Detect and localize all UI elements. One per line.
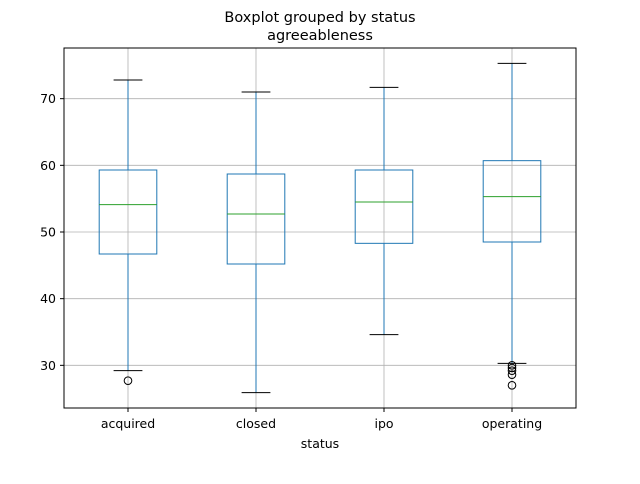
box-series [98,62,542,394]
box-ipo [354,86,414,336]
box-iqr [482,160,542,243]
chart-subtitle: agreeableness [267,28,373,44]
y-tick-label: 40 [40,291,56,306]
box-iqr [98,169,158,255]
outlier-point [507,370,517,379]
x-axis-label: status [301,436,339,451]
box-acquired [98,79,158,385]
box-closed [226,91,286,394]
x-tick-label: acquired [101,416,155,431]
outlier-point [507,363,517,373]
axes-frame [63,47,577,409]
box-iqr [354,169,414,244]
box-operating [482,62,542,390]
box-iqr [226,173,286,265]
y-tick-label: 60 [40,158,56,173]
y-tick-label: 50 [40,225,56,240]
outlier-point [507,381,517,390]
x-tick-label: closed [236,416,276,431]
axis-ticks: 30 40 50 60 70 acquired closed ipo operating [40,91,542,431]
x-tick-label: operating [482,416,542,431]
x-tick-label: ipo [374,416,393,431]
outlier-point [507,366,517,375]
y-tick-label: 30 [40,358,56,373]
chart-title: Boxplot grouped by status [224,10,415,26]
outlier-point [507,361,517,370]
outlier-point [123,376,133,385]
y-tick-label: 70 [40,91,56,106]
